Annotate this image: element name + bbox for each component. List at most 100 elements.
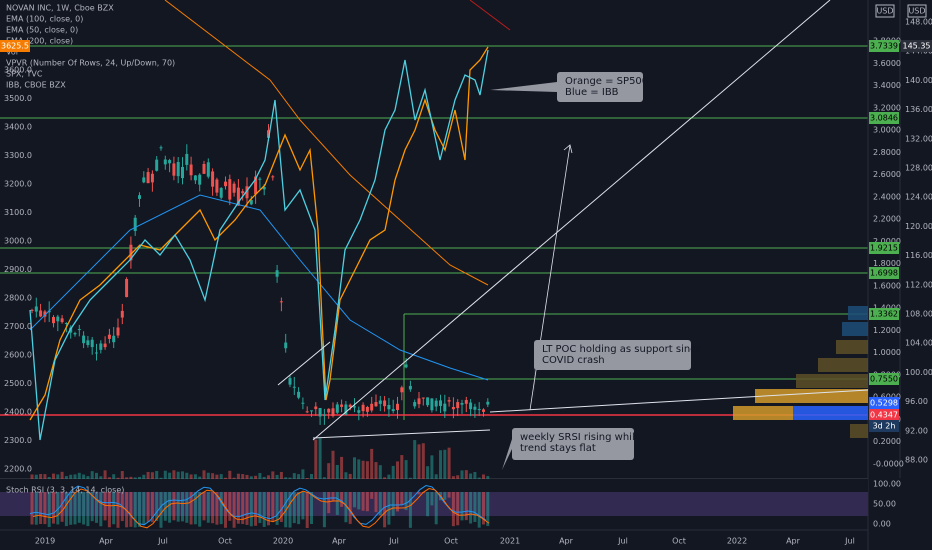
price-tag: 3625.5 (1, 42, 29, 51)
ema-line (469, 0, 511, 31)
candle-body (447, 400, 451, 402)
volume-bar (249, 476, 253, 527)
x-axis-label: 2021 (500, 537, 520, 546)
outer-axis-label: 92.00 (905, 426, 928, 435)
candle-body (60, 318, 64, 323)
candle-body (150, 173, 154, 183)
volume-bar (129, 476, 133, 527)
callout-box (534, 340, 691, 370)
volume-bar (236, 473, 240, 524)
volume-bar (451, 476, 455, 527)
volume-bar (60, 471, 64, 522)
inner-axis-label: 2.8000 (873, 148, 901, 157)
candle-body (348, 404, 352, 407)
candle-body (224, 181, 227, 187)
candle-body (185, 153, 189, 165)
volume-bar (206, 472, 210, 523)
left-axis-label: 2400.0 (4, 408, 32, 417)
callout-pointer (502, 439, 512, 470)
price-tag-bg (869, 420, 899, 432)
candle-body (267, 130, 270, 138)
x-axis-label: Apr (786, 537, 801, 546)
outer-axis-label: 140.00 (905, 76, 932, 85)
volume-bar (464, 470, 468, 521)
volume-bar (155, 470, 159, 521)
candle-body (396, 403, 399, 411)
left-axis-label: 3200.0 (4, 180, 32, 189)
candle-body (95, 352, 98, 354)
candle-body (378, 400, 382, 404)
candle-body (439, 400, 442, 406)
callout-pointer (490, 82, 557, 92)
candle-body (211, 171, 215, 187)
volume-bar (322, 477, 326, 528)
candle-body (314, 406, 318, 410)
candle-body (64, 323, 68, 325)
candle-body (340, 404, 344, 407)
candle-body (103, 343, 107, 348)
candle-body (426, 397, 430, 406)
price-tag-bg (869, 112, 899, 124)
candle-body (353, 406, 356, 408)
candle-body (73, 333, 77, 335)
candle-body (357, 410, 361, 413)
inner-axis-label: 1.0000 (873, 348, 901, 357)
price-tag: 3.7339 (870, 42, 898, 51)
candle-body (400, 387, 404, 393)
legend-line: VPVR (Number Of Rows, 24, Up/Down, 70) (6, 59, 175, 68)
volume-bar (387, 474, 391, 525)
vpvr-bar (850, 424, 868, 438)
candle-body (434, 400, 438, 407)
candle-body (477, 408, 481, 411)
outer-axis-label: 124.00 (905, 193, 932, 202)
price-tag-bg (869, 267, 899, 279)
volume-bar (211, 473, 215, 524)
volume-bar (370, 448, 374, 499)
candle-body (189, 164, 193, 176)
inner-axis-label: -0.0000 (873, 459, 904, 468)
volume-mask (0, 479, 868, 492)
volume-bar (254, 475, 258, 526)
price-tag: 3.0846 (870, 114, 898, 123)
left-axis-label: 3100.0 (4, 208, 32, 217)
volume-bar (447, 447, 451, 498)
ema-line (29, 194, 489, 381)
candle-body (460, 402, 464, 405)
candle-body (168, 160, 172, 164)
candle-body (297, 391, 301, 398)
inner-axis-label: 0.2000 (873, 437, 901, 446)
arrow-head (563, 144, 573, 154)
candle-body (241, 191, 245, 194)
x-axis-label: 2022 (727, 537, 747, 546)
candle-body (284, 342, 288, 349)
candle-body (206, 162, 210, 177)
candle-body (464, 400, 468, 404)
candle-body (112, 335, 116, 343)
currency: USD (908, 7, 925, 16)
volume-bar (460, 470, 464, 521)
volume-bar (73, 474, 77, 525)
left-axis-label: 2800.0 (4, 294, 32, 303)
candle-body (133, 217, 137, 232)
candle-body (486, 401, 490, 405)
candle-body (443, 403, 447, 412)
volume-bar (297, 474, 301, 525)
candle-body (142, 177, 146, 183)
candle-body (77, 329, 81, 331)
volume-bar (224, 477, 227, 528)
candle-body (271, 176, 275, 178)
volume-bar (421, 443, 425, 494)
x-axis-label: Oct (672, 537, 686, 546)
volume-bar (176, 471, 180, 522)
volume-bar (408, 477, 412, 528)
x-axis-label: Oct (218, 537, 232, 546)
volume-bar (469, 473, 473, 524)
candle-body (86, 340, 90, 345)
volume-bar (305, 477, 309, 528)
outer-axis-label: 104.00 (905, 339, 932, 348)
inner-axis-label: 3.0000 (873, 126, 901, 135)
volume-bar (383, 477, 387, 528)
